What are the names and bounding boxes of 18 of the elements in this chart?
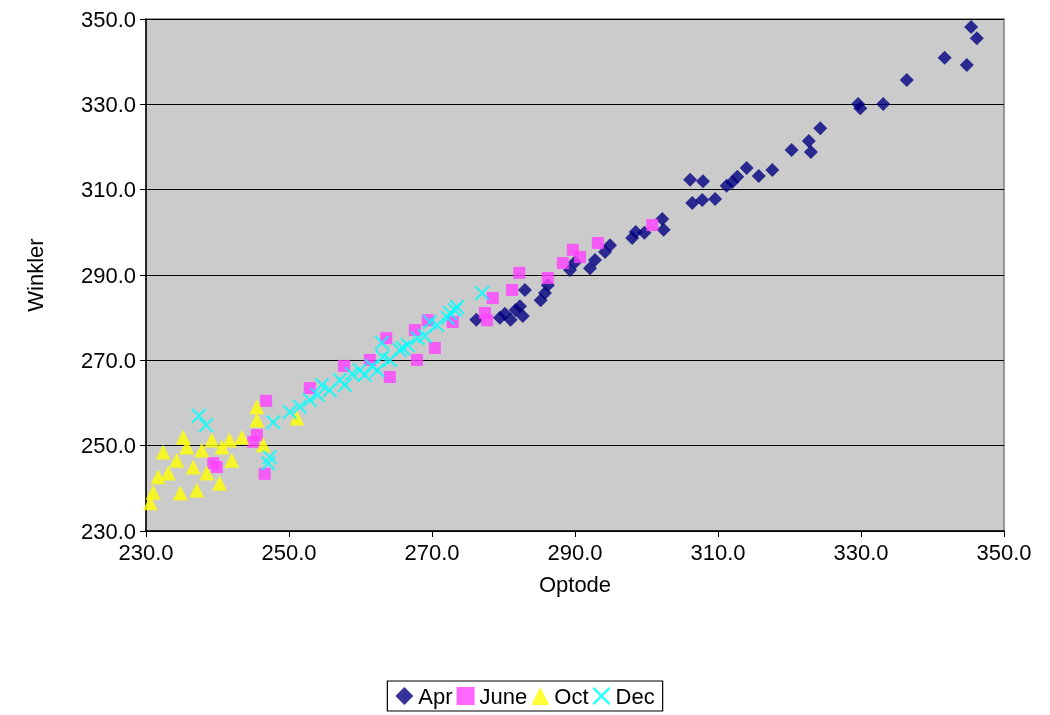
x-tick-label: 310.0 — [690, 539, 746, 565]
x-tick-label: 250.0 — [261, 539, 317, 565]
y-tick-label: 270.0 — [80, 347, 136, 373]
x-axis-title: Optode — [538, 571, 612, 597]
legend-label: Apr — [418, 683, 453, 709]
legend-label: Dec — [615, 683, 655, 709]
x-tick-label: 330.0 — [833, 539, 889, 565]
y-tick-label: 250.0 — [80, 433, 136, 459]
x-tick-label: 290.0 — [547, 539, 603, 565]
x-tick-label: 270.0 — [404, 539, 460, 565]
x-tick-label: 350.0 — [976, 539, 1032, 565]
y-axis-title: Winkler — [22, 238, 48, 312]
legend-label: June — [479, 683, 528, 709]
y-tick-label: 330.0 — [80, 91, 136, 117]
legend-label: Oct — [554, 683, 589, 709]
y-tick-label: 350.0 — [80, 6, 136, 32]
y-tick-label: 290.0 — [80, 262, 136, 288]
y-tick-label: 310.0 — [80, 177, 136, 203]
